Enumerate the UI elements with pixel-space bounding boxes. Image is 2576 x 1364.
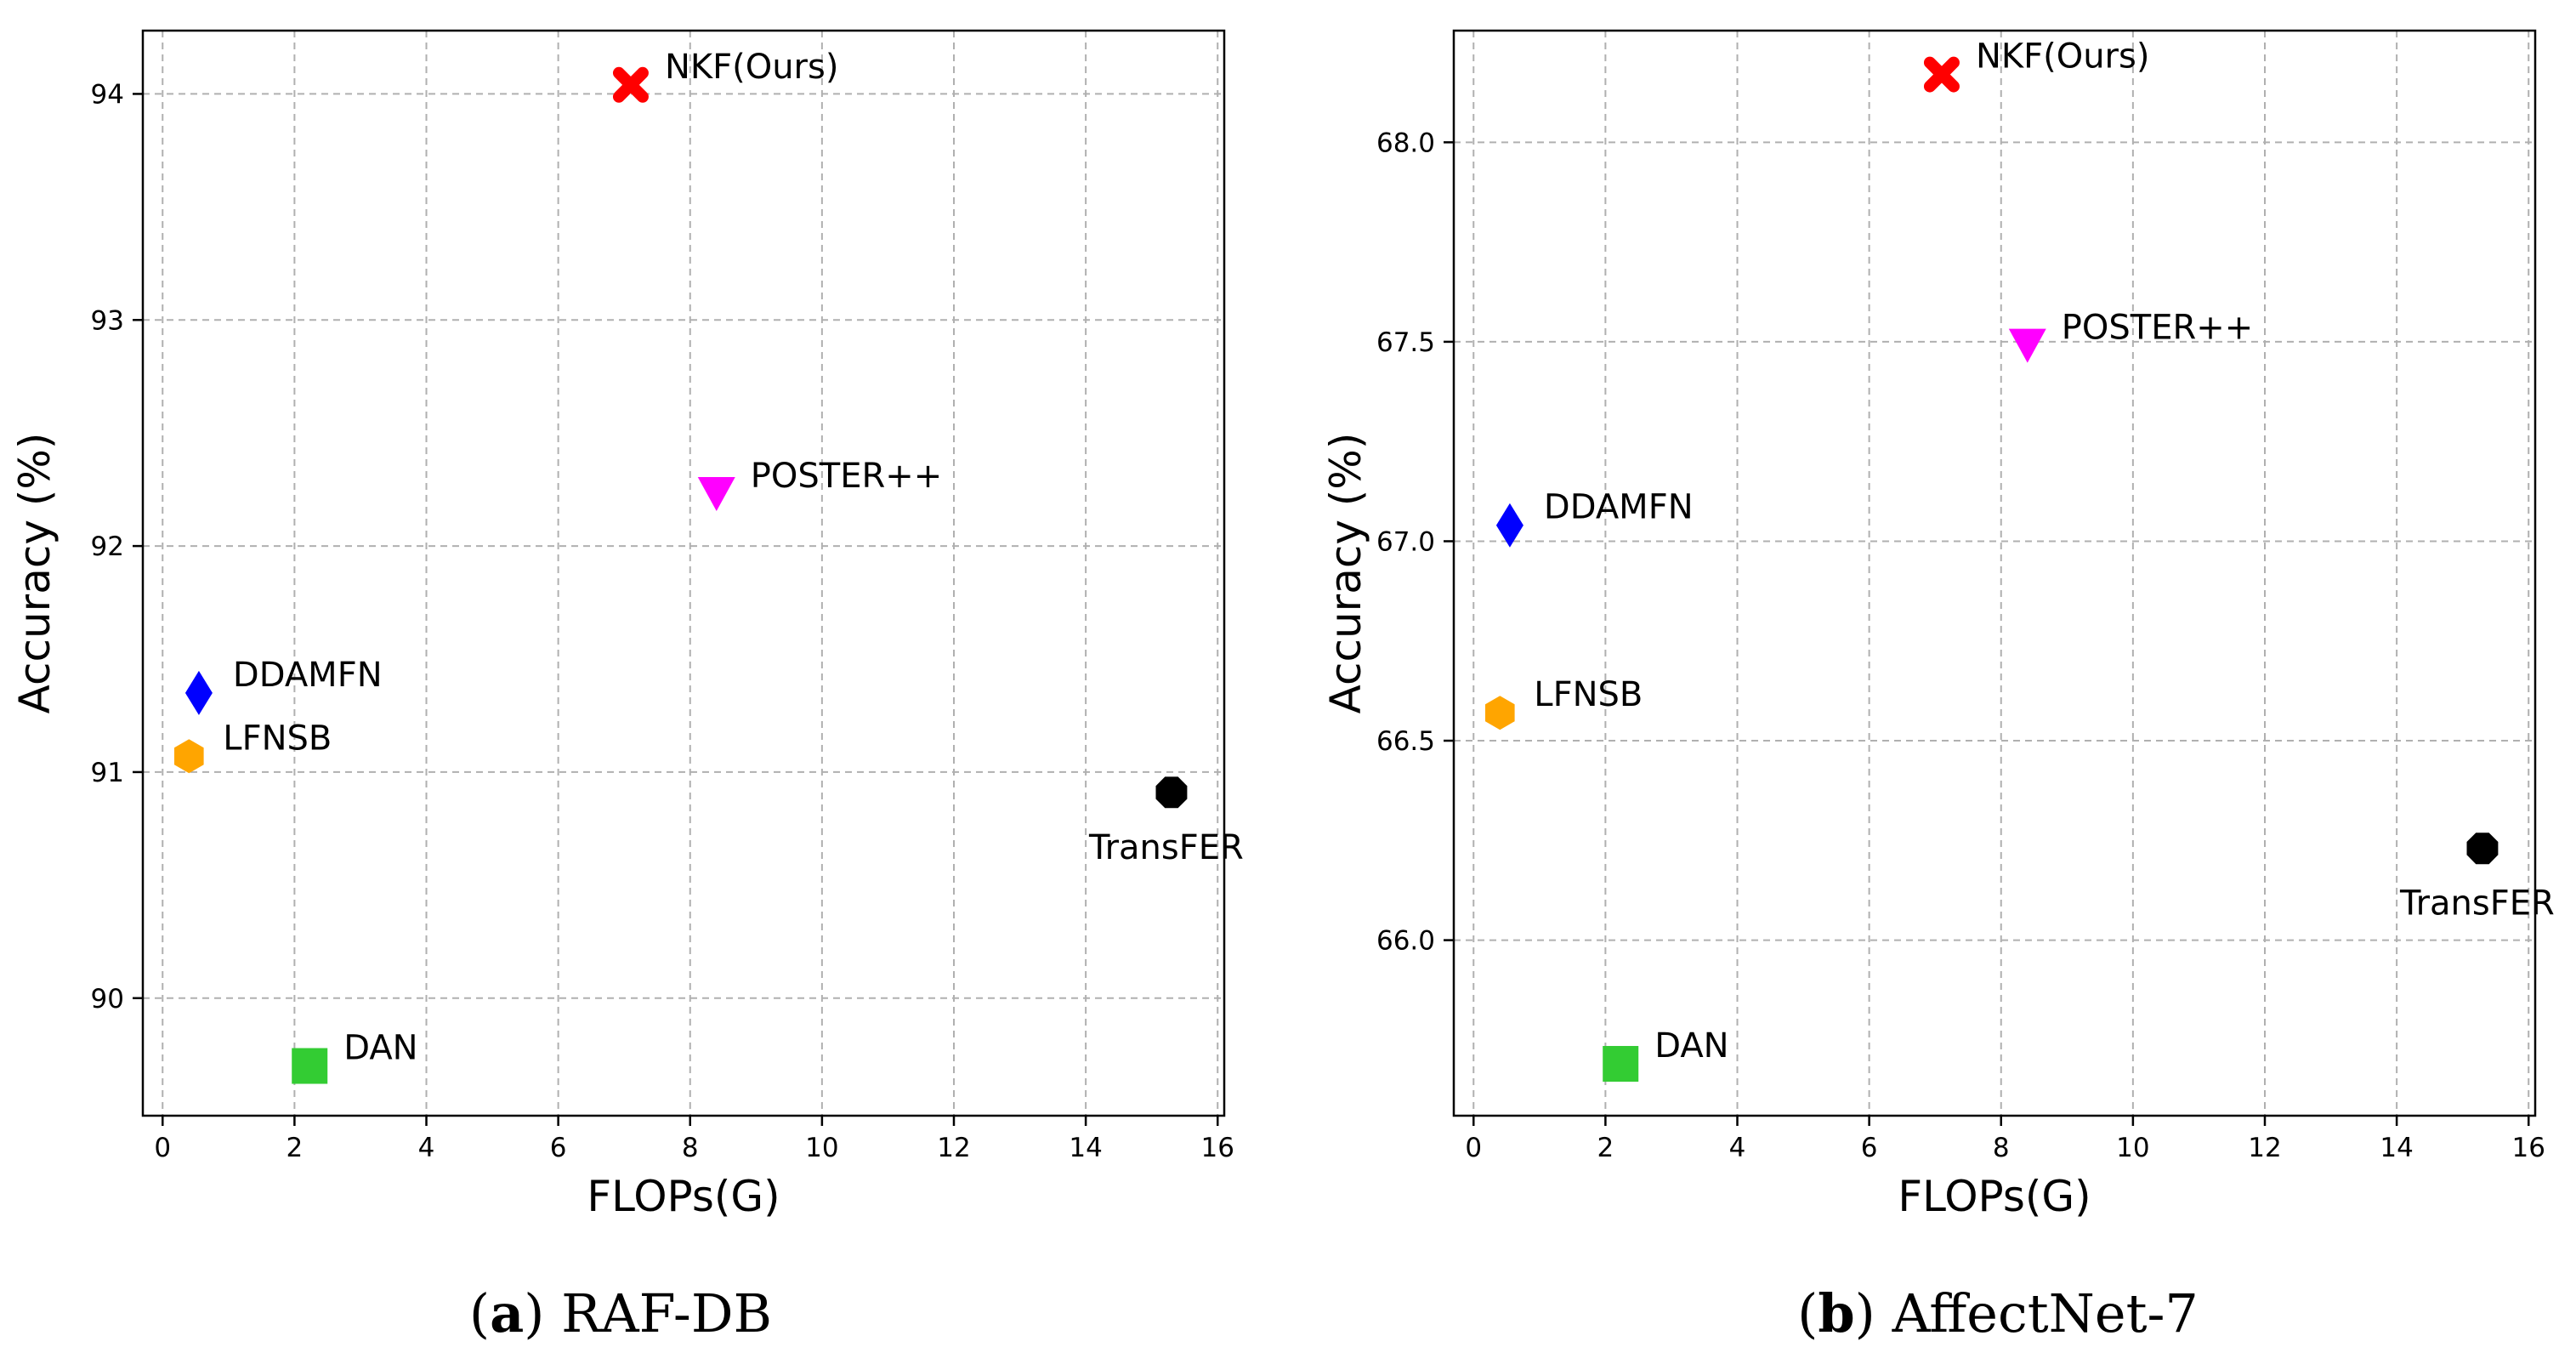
y-tick-label: 68.0 [1376, 128, 1435, 158]
caption-text: ) AffectNet-7 [1855, 1282, 2199, 1344]
x-tick-label: 6 [550, 1133, 567, 1163]
x-tick-label: 8 [682, 1133, 699, 1163]
y-tick-label: 66.5 [1376, 726, 1435, 757]
y-tick-label: 94 [91, 79, 124, 110]
y-axis-title: Accuracy (%) [1321, 433, 1370, 714]
figure-caption: (a) RAF-DB [469, 1282, 772, 1344]
point-marker-poster [697, 476, 735, 511]
point-label-nkf-ours: NKF(Ours) [1976, 37, 2150, 77]
point-label-nkf-ours: NKF(Ours) [665, 48, 839, 87]
x-tick-label: 6 [1861, 1133, 1878, 1163]
point-label-dan: DAN [343, 1029, 417, 1068]
point-marker-ddamfn [1495, 503, 1523, 548]
point-label-transfer: TransFER [2399, 884, 2555, 924]
point-label-lfnsb: LFNSB [223, 719, 332, 758]
y-tick-label: 66.0 [1376, 926, 1435, 957]
caption-letter: a [490, 1282, 524, 1344]
y-tick-label: 92 [91, 531, 124, 562]
x-tick-label: 14 [2380, 1133, 2413, 1163]
caption-letter: b [1818, 1282, 1854, 1344]
y-tick-label: 90 [91, 984, 124, 1014]
point-marker-dan [1603, 1046, 1639, 1083]
point-marker-lfnsb [1485, 696, 1515, 730]
chart-raf-db: 0 2 4 6 8 10 12 14 16 90 91 92 93 94 FLOPs(G) Accuracy … [10, 29, 1244, 1344]
x-tick-label: 4 [1729, 1133, 1746, 1163]
x-tick-label: 10 [2116, 1133, 2149, 1163]
y-tick-label: 91 [91, 758, 124, 788]
plot-frame [1452, 29, 2537, 1117]
point-marker-lfnsb [174, 739, 204, 774]
x-tick-label: 2 [287, 1133, 304, 1163]
point-marker-poster [2008, 328, 2046, 363]
chart-affectnet-7: 0 2 4 6 8 10 12 14 16 66.0 66.5 67.0 67.5 68.0 FLOPs(G… [1321, 29, 2555, 1344]
point-label-ddamfn: DDAMFN [233, 656, 383, 695]
point-label-ddamfn: DDAMFN [1544, 488, 1694, 527]
x-tick-label: 0 [1465, 1133, 1482, 1163]
point-label-poster: POSTER++ [2062, 309, 2254, 348]
y-axis-title: Accuracy (%) [10, 433, 60, 714]
x-tick-label: 14 [1069, 1133, 1102, 1163]
x-tick-label: 4 [418, 1133, 435, 1163]
caption-open-paren: ( [1797, 1282, 1818, 1344]
y-tick-label: 67.5 [1376, 327, 1435, 358]
point-marker-nkf-ours [1923, 56, 1960, 93]
x-tick-label: 0 [154, 1133, 171, 1163]
point-marker-transfer [2466, 833, 2499, 865]
point-marker-ddamfn [184, 670, 213, 715]
x-axis-title: FLOPs(G) [1898, 1172, 2091, 1221]
y-tick-label: 67.0 [1376, 526, 1435, 557]
x-axis-title: FLOPs(G) [587, 1172, 780, 1221]
x-tick-label: 10 [805, 1133, 838, 1163]
point-label-transfer: TransFER [1088, 828, 1244, 867]
x-tick-label: 12 [2248, 1133, 2281, 1163]
y-tick-label: 93 [91, 305, 124, 336]
caption-text: ) RAF-DB [524, 1282, 772, 1344]
figure-caption: (b) AffectNet-7 [1797, 1282, 2199, 1344]
point-marker-nkf-ours [612, 66, 649, 103]
point-label-poster: POSTER++ [751, 457, 943, 496]
x-tick-label: 16 [1201, 1133, 1234, 1163]
point-marker-transfer [1155, 776, 1188, 809]
plot-frame [141, 29, 1226, 1117]
point-label-lfnsb: LFNSB [1534, 675, 1643, 714]
caption-open-paren: ( [469, 1282, 490, 1344]
point-marker-dan [292, 1048, 328, 1084]
x-tick-label: 2 [1597, 1133, 1614, 1163]
point-label-dan: DAN [1654, 1026, 1728, 1066]
x-tick-label: 8 [1993, 1133, 2010, 1163]
x-tick-label: 16 [2512, 1133, 2545, 1163]
x-tick-label: 12 [937, 1133, 970, 1163]
